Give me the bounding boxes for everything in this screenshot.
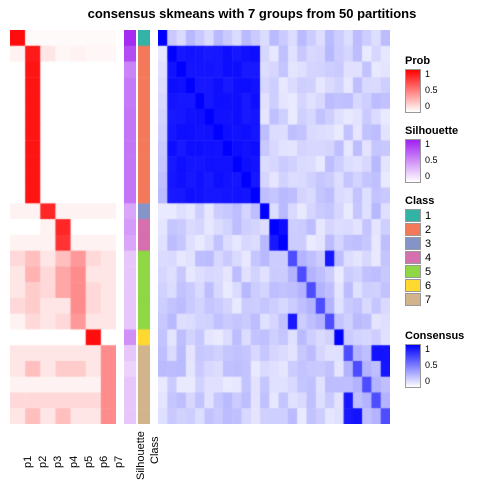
legend-prob: Prob10.50 [405, 55, 438, 113]
prob-col-label: p6 [98, 456, 110, 468]
consensus-heatmap [158, 30, 390, 424]
prob-col-label: p2 [37, 456, 49, 468]
class-col-label: Class [149, 436, 161, 464]
prob-col-label: p7 [113, 456, 125, 468]
prob-col-label: p1 [22, 456, 34, 468]
prob-col-label: p4 [68, 456, 80, 468]
class-strip [138, 30, 150, 424]
page-title: consensus skmeans with 7 groups from 50 … [0, 6, 504, 21]
legend-silhouette: Silhouette10.50 [405, 125, 458, 183]
prob-heatmap [10, 30, 116, 424]
prob-col-label: p5 [83, 456, 95, 468]
silhouette-strip [124, 30, 136, 424]
legend-class: Class1234567 [405, 195, 434, 307]
silhouette-col-label: Silhouette [135, 431, 147, 480]
prob-col-label: p3 [52, 456, 64, 468]
legend-consensus: Consensus10.50 [405, 330, 464, 388]
